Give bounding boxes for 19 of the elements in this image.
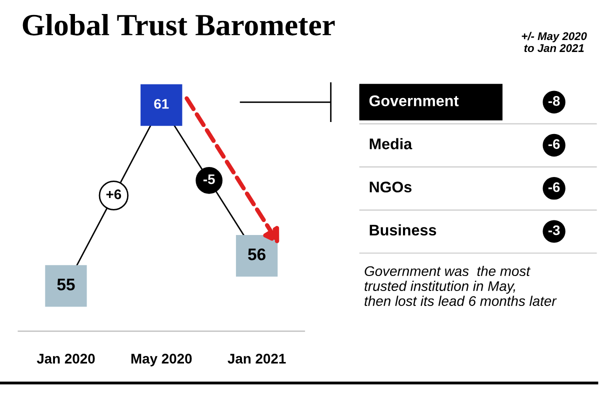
data-label: 61	[154, 98, 169, 109]
data-label: 56	[248, 248, 266, 260]
annotation: +6	[106, 189, 122, 200]
text: -8	[548, 96, 560, 106]
text: -3	[548, 225, 560, 236]
x-tick-label: Jan 2021	[228, 354, 286, 364]
x-tick-label: Jan 2020	[36, 354, 95, 364]
data-label: 55	[57, 278, 75, 290]
text: Media	[370, 138, 412, 150]
x-tick-label: May 2020	[131, 354, 192, 366]
text: +/- May 2020 to Jan 2021	[522, 32, 587, 52]
text: NGOs	[370, 182, 412, 192]
text: -6	[548, 182, 560, 192]
chart-title: Global Trust Barometer	[22, 14, 335, 36]
text: -6	[548, 139, 560, 149]
text: Business	[370, 224, 436, 236]
annotation: -5	[203, 174, 215, 184]
text: Government	[369, 95, 459, 106]
text: Government was the most trusted institution in May, then lost its lead 6 months later	[364, 266, 557, 306]
